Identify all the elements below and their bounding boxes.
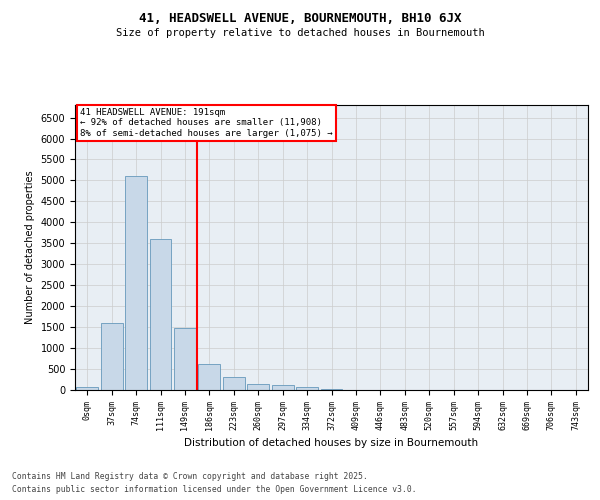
Text: Size of property relative to detached houses in Bournemouth: Size of property relative to detached ho… <box>116 28 484 38</box>
Y-axis label: Number of detached properties: Number of detached properties <box>25 170 35 324</box>
Text: Contains public sector information licensed under the Open Government Licence v3: Contains public sector information licen… <box>12 485 416 494</box>
Text: Contains HM Land Registry data © Crown copyright and database right 2025.: Contains HM Land Registry data © Crown c… <box>12 472 368 481</box>
Bar <box>149 239 172 390</box>
Text: 41, HEADSWELL AVENUE, BOURNEMOUTH, BH10 6JX: 41, HEADSWELL AVENUE, BOURNEMOUTH, BH10 … <box>139 12 461 26</box>
Bar <box>296 388 318 390</box>
Bar <box>125 176 147 390</box>
X-axis label: Distribution of detached houses by size in Bournemouth: Distribution of detached houses by size … <box>184 438 479 448</box>
Bar <box>199 364 220 390</box>
Bar <box>101 323 122 390</box>
Bar <box>174 328 196 390</box>
Bar <box>76 387 98 390</box>
Bar <box>320 389 343 390</box>
Bar <box>247 384 269 390</box>
Text: 41 HEADSWELL AVENUE: 191sqm
← 92% of detached houses are smaller (11,908)
8% of : 41 HEADSWELL AVENUE: 191sqm ← 92% of det… <box>80 108 333 138</box>
Bar <box>223 378 245 390</box>
Bar <box>272 386 293 390</box>
